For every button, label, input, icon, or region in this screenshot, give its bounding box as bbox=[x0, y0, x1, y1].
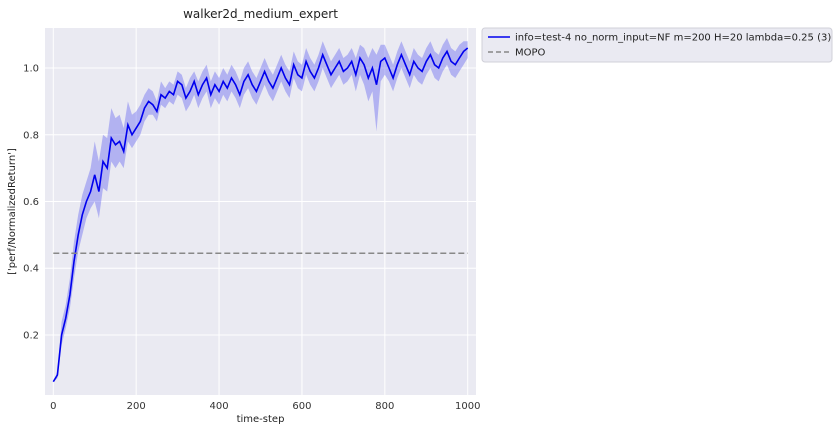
legend-box bbox=[481, 27, 833, 63]
y-tick-label: 0.6 bbox=[23, 197, 39, 208]
series-0-band bbox=[53, 38, 468, 382]
series-lines bbox=[52, 47, 469, 383]
x-tick-label: 800 bbox=[375, 401, 394, 412]
x-tick-label: 400 bbox=[210, 401, 229, 412]
y-axis-label: ['perf/NormalizedReturn'] bbox=[7, 148, 18, 275]
plot-area bbox=[45, 28, 476, 395]
x-axis-label: time-step bbox=[237, 414, 285, 425]
x-tick-label: 1000 bbox=[455, 401, 480, 412]
y-tick-label: 0.4 bbox=[23, 264, 39, 275]
x-tick-label: 600 bbox=[292, 401, 311, 412]
legend: info=test-4 no_norm_input=NF m=200 H=20 … bbox=[481, 27, 833, 63]
chart-title: walker2d_medium_expert bbox=[183, 7, 338, 21]
legend-label-series-0: info=test-4 no_norm_input=NF m=200 H=20 … bbox=[515, 33, 831, 44]
gridlines bbox=[45, 28, 476, 395]
tick-labels: 0 200 400 600 800 1000 0.2 0.4 0.6 0.8 1.0 bbox=[23, 64, 480, 412]
confidence-band bbox=[53, 38, 468, 382]
series-0-line bbox=[52, 47, 469, 383]
legend-label-mopo: MOPO bbox=[515, 48, 546, 59]
y-tick-label: 0.2 bbox=[23, 330, 39, 341]
x-tick-label: 200 bbox=[127, 401, 146, 412]
x-tick-label: 0 bbox=[50, 401, 56, 412]
y-tick-label: 0.8 bbox=[23, 130, 39, 141]
y-tick-label: 1.0 bbox=[23, 64, 39, 75]
